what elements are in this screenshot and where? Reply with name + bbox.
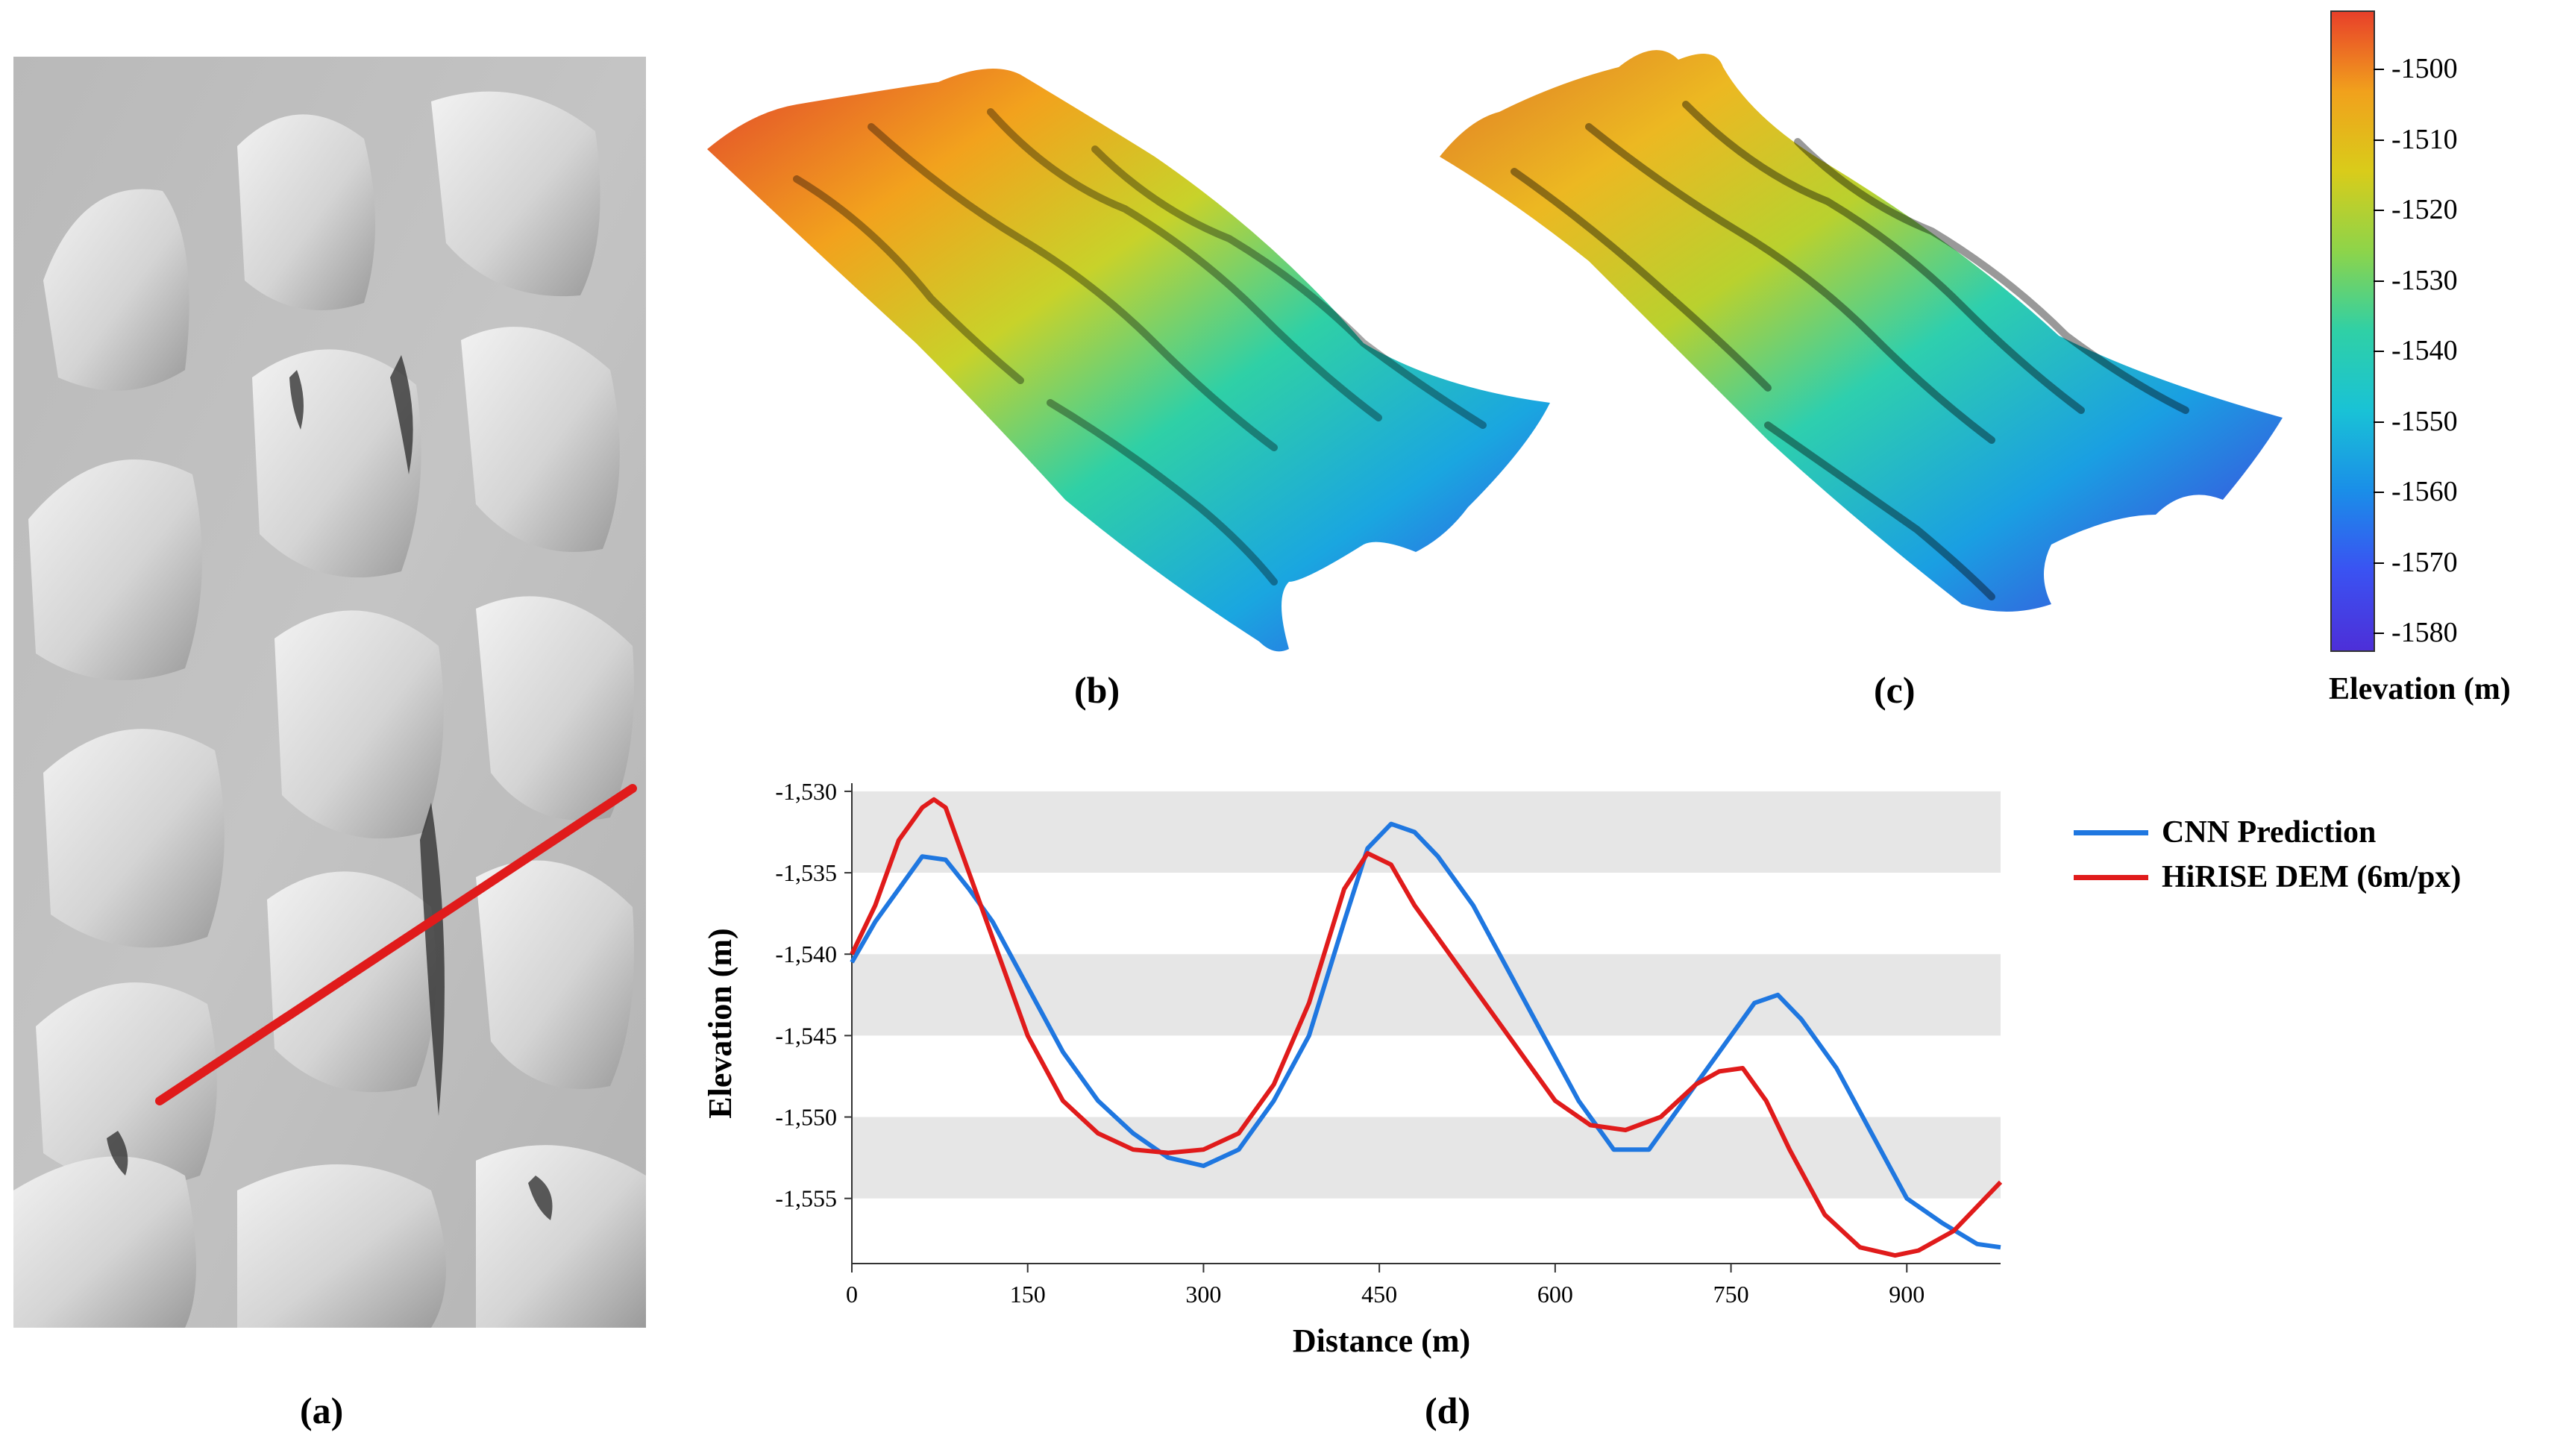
grid-band xyxy=(852,1117,2001,1199)
colorbar xyxy=(2330,10,2375,652)
hillshade-map-graphic xyxy=(13,57,646,1328)
panel-label-c: (c) xyxy=(1874,669,1916,711)
series-line-cnn xyxy=(850,821,2001,1250)
x-tick-label: 750 xyxy=(1713,1281,1749,1308)
panel-label-a: (a) xyxy=(300,1390,344,1431)
x-tick-label: 600 xyxy=(1537,1281,1573,1308)
colorbar-tick-mark xyxy=(2374,421,2384,423)
series-line-hirise xyxy=(850,797,2003,1258)
colorbar-tick-label: -1550 xyxy=(2391,405,2458,437)
x-tick-label: 450 xyxy=(1361,1281,1397,1308)
x-tick-label: 0 xyxy=(846,1281,858,1308)
colorbar-tick-mark xyxy=(2374,69,2384,70)
profile-line xyxy=(155,784,637,1105)
elevation-profile-chart: -1,530 -1,535 -1,540 -1,545 -1,550 -1,555 0 150… xyxy=(694,746,2021,1372)
colorbar-tick-mark xyxy=(2374,492,2384,493)
colorbar-tick-label: -1570 xyxy=(2391,546,2458,578)
legend-label-hirise: HiRISE DEM (6m/px) xyxy=(2162,860,2462,894)
y-tick-label: -1,545 xyxy=(775,1022,837,1049)
y-tick-label: -1,530 xyxy=(775,778,837,805)
colorbar-tick-label: -1500 xyxy=(2391,53,2458,84)
colorbar-title: Elevation (m) xyxy=(2329,672,2511,706)
hillshade-map xyxy=(13,57,646,1328)
legend-swatch-hirise xyxy=(2074,874,2148,880)
panel-label-d: (d) xyxy=(1425,1390,1471,1431)
colorbar-tick-mark xyxy=(2374,633,2384,634)
panel-label-b: (b) xyxy=(1074,669,1120,711)
profile-chart-svg: -1,530 -1,535 -1,540 -1,545 -1,550 -1,555 0 150… xyxy=(702,778,2003,1359)
colorbar-tick-label: -1540 xyxy=(2391,335,2458,366)
grid-band xyxy=(852,791,2001,873)
colorbar-tick-mark xyxy=(2374,139,2384,141)
grid-band xyxy=(852,954,2001,1036)
terrain-3d-c xyxy=(1440,37,2290,649)
slip-face-shadows xyxy=(107,355,553,1220)
y-tick-label: -1,550 xyxy=(775,1104,837,1131)
legend-item-hirise: HiRISE DEM (6m/px) xyxy=(2074,855,2461,900)
colorbar-tick-mark xyxy=(2374,210,2384,211)
x-axis-label: Distance (m) xyxy=(1293,1322,1470,1359)
legend-label-cnn: CNN Prediction xyxy=(2162,815,2377,850)
terrain-3d-c-graphic xyxy=(1440,50,2283,612)
y-tick-label: -1,535 xyxy=(775,859,837,886)
x-tick-label: 900 xyxy=(1889,1281,1924,1308)
colorbar-tick-mark xyxy=(2374,562,2384,564)
colorbar-tick-label: -1520 xyxy=(2391,194,2458,225)
x-tick-label: 150 xyxy=(1010,1281,1046,1308)
legend-swatch-cnn xyxy=(2074,829,2148,835)
colorbar-tick-label: -1580 xyxy=(2391,617,2458,648)
y-tick-label: -1,555 xyxy=(775,1185,837,1212)
colorbar-tick-label: -1510 xyxy=(2391,123,2458,155)
legend-item-cnn: CNN Prediction xyxy=(2074,810,2461,855)
colorbar-tick-mark xyxy=(2374,280,2384,282)
colorbar-tick-label: -1560 xyxy=(2391,476,2458,507)
y-tick-label: -1,540 xyxy=(775,941,837,967)
colorbar-tick-label: -1530 xyxy=(2391,264,2458,296)
y-axis-label: Elevation (m) xyxy=(702,928,738,1118)
terrain-3d-b-graphic xyxy=(707,69,1550,652)
terrain-3d-b xyxy=(707,60,1558,656)
x-tick-label: 300 xyxy=(1185,1281,1221,1308)
colorbar-tick-mark xyxy=(2374,351,2384,352)
chart-legend: CNN Prediction HiRISE DEM (6m/px) xyxy=(2074,810,2461,900)
